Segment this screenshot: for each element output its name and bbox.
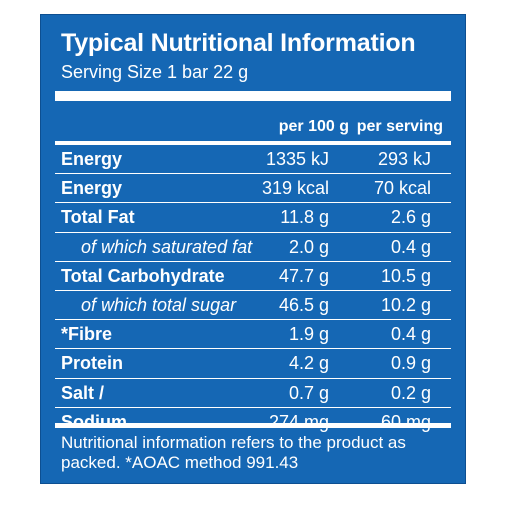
nutrient-label: Total Carbohydrate: [61, 265, 225, 286]
nutrient-label: of which saturated fat: [81, 236, 253, 257]
nutrient-row: *Fibre 1.9 g 0.4 g: [41, 320, 465, 349]
row-divider: [55, 319, 451, 321]
value-per-100g: 46.5 g: [278, 295, 329, 315]
nutrient-row: Total Carbohydrate 47.7 g 10.5 g: [41, 262, 465, 291]
nutrient-row: Salt / 0.7 g 0.2 g: [41, 379, 465, 408]
nutrient-label: Total Fat: [61, 207, 135, 228]
column-header-per-100g: per 100 g: [278, 118, 349, 135]
value-per-serving: 0.2 g: [390, 382, 431, 403]
nutrient-row: Energy 1335 kJ 293 kJ: [41, 145, 465, 174]
value-per-serving: 0.9 g: [390, 353, 431, 374]
nutrient-label: of which total sugar: [81, 295, 237, 315]
value-per-100g: 1.9 g: [288, 324, 329, 345]
row-divider: [55, 406, 451, 408]
nutrient-row: Protein 4.2 g 0.9 g: [41, 349, 465, 378]
nutrient-row: Energy 319 kcal 70 kcal: [41, 174, 465, 203]
row-divider: [55, 202, 451, 204]
value-per-100g: 0.7 g: [288, 382, 329, 403]
value-per-serving: 10.2 g: [380, 295, 431, 315]
row-divider: [55, 377, 451, 379]
row-divider: [55, 290, 451, 291]
nutrient-label: Sodium: [61, 411, 127, 432]
nutrient-label: Salt /: [61, 382, 105, 403]
header-divider: [55, 141, 451, 145]
nutrition-panel: Typical Nutritional Information Serving …: [40, 14, 466, 484]
row-divider: [55, 348, 451, 350]
nutrient-label: *Fibre: [61, 324, 113, 345]
thick-divider: [55, 91, 451, 101]
value-per-serving: 70 kcal: [373, 178, 431, 199]
nutrient-row: of which saturated fat 2.0 g 0.4 g: [41, 233, 465, 262]
value-per-serving: 60 mg: [380, 411, 431, 432]
value-per-serving: 10.5 g: [380, 265, 431, 286]
nutrient-label: Energy: [61, 149, 123, 169]
nutrient-label: Energy: [61, 178, 123, 199]
row-divider: [55, 260, 451, 262]
nutrient-label: Protein: [61, 353, 124, 374]
value-per-100g: 11.8 g: [280, 207, 329, 228]
bottom-divider: [55, 423, 451, 428]
value-per-serving: 293 kJ: [377, 149, 431, 169]
nutrient-row: of which total sugar 46.5 g 10.2 g: [41, 291, 465, 320]
value-per-serving: 0.4 g: [390, 236, 431, 257]
value-per-100g: 47.7 g: [278, 265, 329, 286]
value-per-100g: 319 kcal: [261, 178, 329, 199]
value-per-100g: 1335 kJ: [265, 149, 329, 169]
row-divider: [55, 173, 451, 175]
value-per-serving: 0.4 g: [390, 324, 431, 345]
column-header-per-serving: per serving: [356, 118, 443, 135]
serving-size: Serving Size 1 bar 22 g: [61, 62, 249, 82]
row-divider: [55, 231, 451, 233]
footnote: Nutritional information refers to the pr…: [61, 433, 406, 472]
panel-title: Typical Nutritional Information: [61, 29, 416, 57]
value-per-100g: 2.0 g: [288, 236, 329, 257]
nutrient-row: Total Fat 11.8 g 2.6 g: [41, 203, 465, 232]
value-per-100g: 274 mg: [268, 411, 329, 432]
value-per-100g: 4.2 g: [288, 353, 329, 374]
value-per-serving: 2.6 g: [390, 207, 431, 228]
